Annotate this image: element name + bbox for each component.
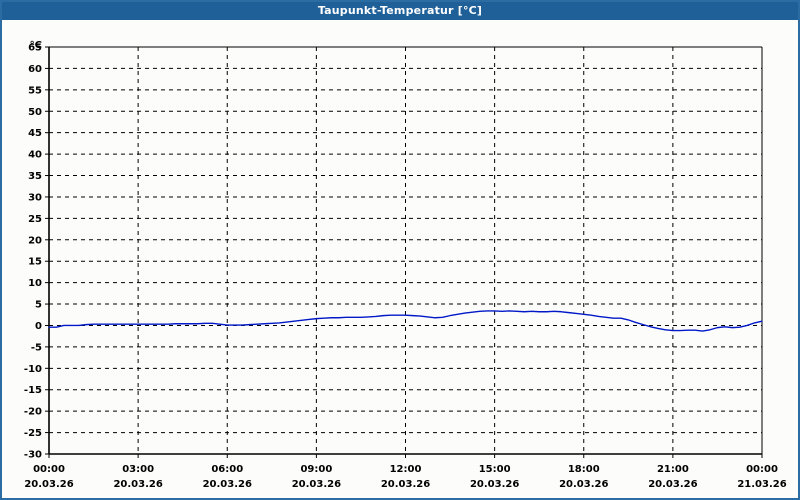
y-axis-tick-label: -30	[24, 450, 42, 461]
x-axis-tick-time-label: 00:00	[746, 464, 778, 475]
x-axis-tick-date-label: 20.03.26	[113, 479, 162, 490]
x-axis-tick-date-label: 21.03.26	[737, 479, 786, 490]
data-series-layer	[48, 310, 763, 332]
window-title-bar: Taupunkt-Temperatur [°C]	[2, 2, 798, 20]
y-axis-tick-label: 55	[28, 85, 42, 96]
y-axis-tick-label: 5	[35, 300, 42, 311]
x-axis-tick-time-label: 18:00	[568, 464, 600, 475]
x-axis-tick-time-label: 15:00	[479, 464, 511, 475]
y-axis-tick-label: 35	[28, 171, 42, 182]
x-axis-tick-date-label: 20.03.26	[470, 479, 519, 490]
axis-lines	[45, 46, 763, 458]
x-axis-tick-date-label: 20.03.26	[292, 479, 341, 490]
x-axis-tick-date-label: 20.03.26	[648, 479, 697, 490]
y-axis-tick-label: 60	[28, 64, 42, 75]
x-axis-tick-time-label: 21:00	[657, 464, 689, 475]
plot-area-container: 65 60 55 50 45 40 35 30 25 20 15 10 5 0 -5 -10 -15 -20 -25…	[2, 20, 798, 498]
y-axis-tick-label: 65	[28, 43, 42, 54]
data-line-taupunkt-temperatur	[48, 310, 763, 332]
grid-lines	[49, 46, 762, 454]
y-axis-tick-label: 15	[28, 257, 42, 268]
x-axis-tick-time-label: 00:00	[33, 464, 65, 475]
x-axis-tick-time-label: 06:00	[211, 464, 243, 475]
y-axis-tick-label: 10	[28, 278, 42, 289]
y-axis-tick-label: -5	[31, 342, 42, 353]
y-axis-tick-label: 45	[28, 128, 42, 139]
x-axis-tick-time-label: 03:00	[122, 464, 154, 475]
page-title: Taupunkt-Temperatur [°C]	[317, 4, 483, 17]
line-chart: 65605550454035302520151050-5-10-15-20-25…	[24, 40, 787, 490]
x-axis-tick-labels: 00:00 20.03.26 03:00 20.03.26 06:00 20.03.26 0…	[24, 464, 786, 490]
y-axis-tick-label: -20	[24, 407, 42, 418]
y-axis-tick-label: 0	[35, 321, 42, 332]
x-axis-tick-date-label: 20.03.26	[381, 479, 430, 490]
x-axis-tick-time-label: 09:00	[300, 464, 332, 475]
y-axis-tick-label: 25	[28, 214, 42, 225]
y-axis-unit-label: °C	[30, 40, 42, 51]
y-axis-tick-label: 20	[28, 235, 42, 246]
x-axis-tick-date-label: 20.03.26	[559, 479, 608, 490]
x-axis-tick-date-label: 20.03.26	[24, 479, 73, 490]
x-axis-tick-time-label: 12:00	[390, 464, 422, 475]
y-axis-tick-label: -10	[24, 364, 42, 375]
y-axis-tick-labels: 65605550454035302520151050-5-10-15-20-25…	[24, 43, 42, 461]
y-axis-tick-label: -15	[24, 385, 42, 396]
y-axis-tick-label: 30	[28, 192, 42, 203]
y-axis-tick-label: -25	[24, 428, 42, 439]
y-axis-tick-label: 40	[28, 150, 42, 161]
x-axis-tick-date-label: 20.03.26	[203, 479, 252, 490]
y-axis-tick-label: 50	[28, 107, 42, 118]
